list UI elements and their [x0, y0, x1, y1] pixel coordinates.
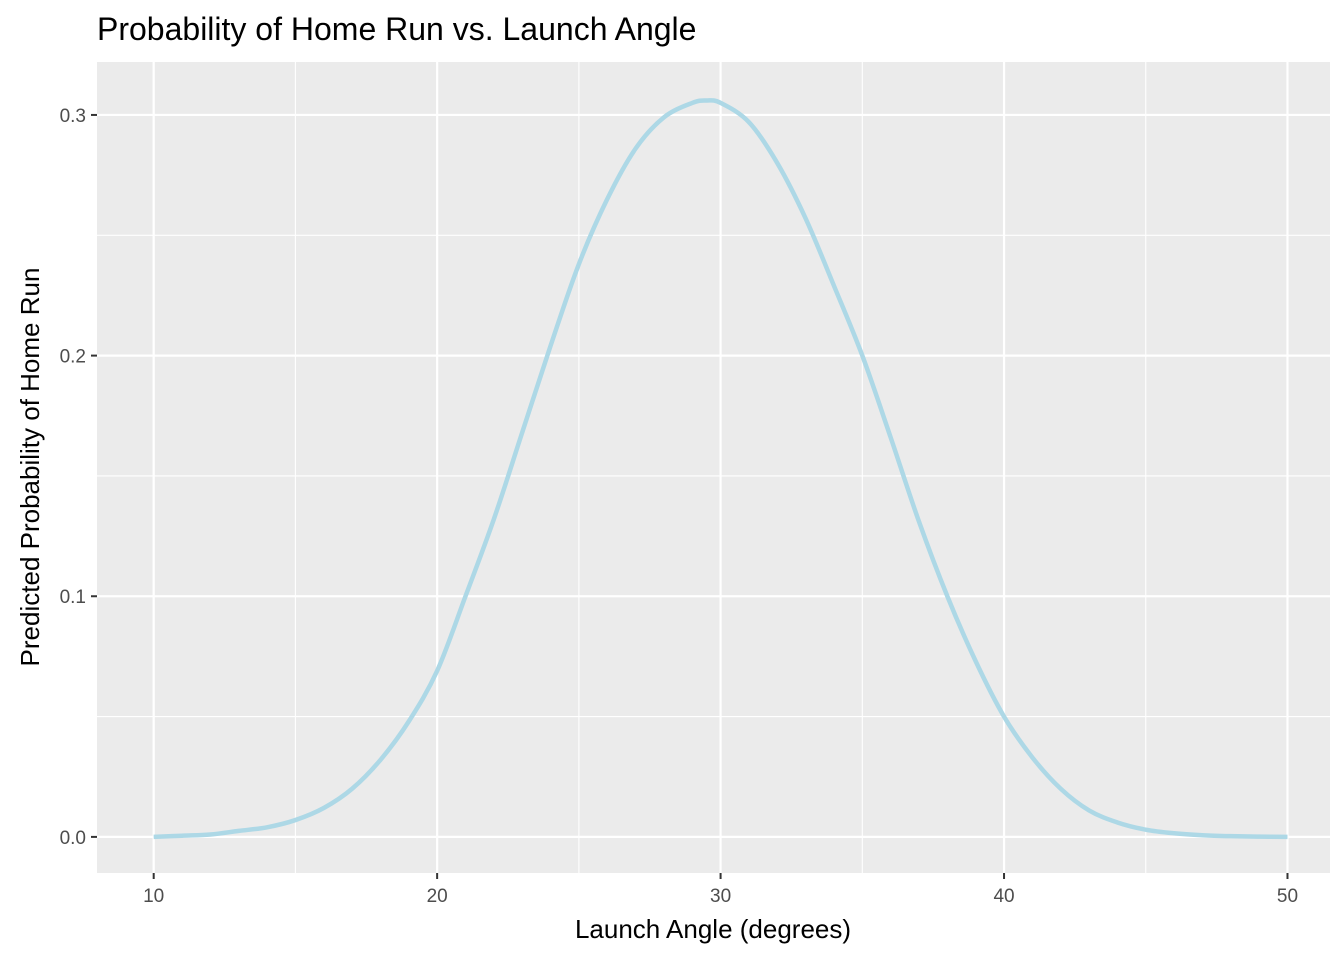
x-tick-label: 10	[143, 886, 164, 907]
x-tick-label: 40	[993, 886, 1014, 907]
series-layer	[153, 98, 1288, 840]
chart-title: Probability of Home Run vs. Launch Angle	[97, 11, 696, 47]
y-tick-label: 0.0	[60, 828, 86, 849]
y-tick-label: 0.3	[60, 106, 86, 127]
x-axis: 10 20 30 40 50	[143, 873, 1298, 907]
y-tick-label: 0.1	[60, 587, 86, 608]
x-tick-label: 20	[427, 886, 448, 907]
x-axis-title: Launch Angle (degrees)	[575, 914, 851, 944]
y-axis: 0.0 0.1 0.2 0.3	[60, 106, 97, 849]
major-gridlines	[97, 62, 1330, 873]
x-tick-label: 30	[710, 886, 731, 907]
series-line	[153, 98, 1288, 840]
y-axis-title: Predicted Probability of Home Run	[15, 268, 45, 667]
y-tick-label: 0.2	[60, 347, 86, 368]
minor-gridlines	[97, 62, 1330, 873]
plot-panel	[97, 62, 1330, 873]
x-tick-label: 50	[1277, 886, 1298, 907]
